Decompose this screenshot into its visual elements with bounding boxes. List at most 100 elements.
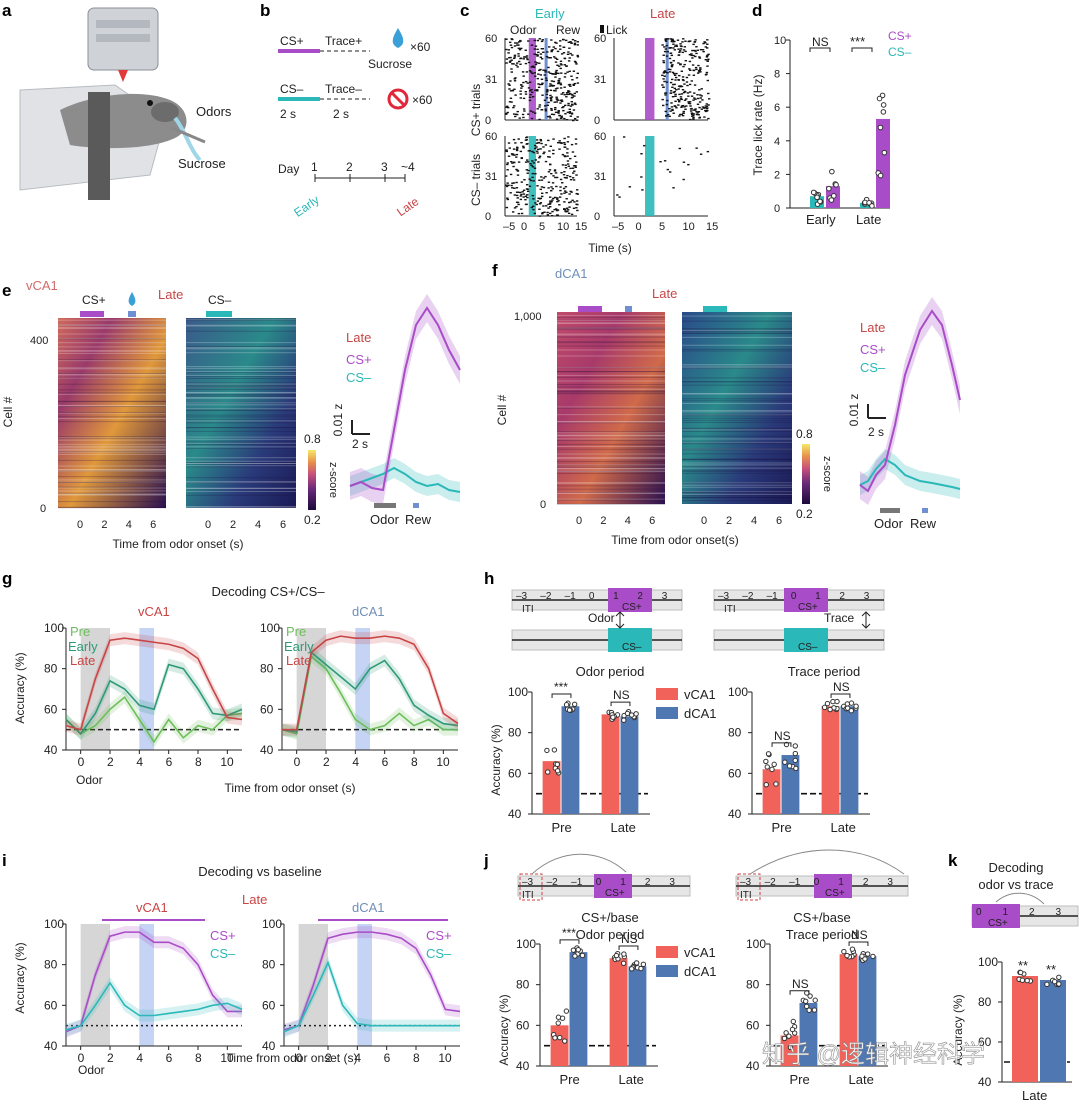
lick-mark [560,72,563,74]
h-tl3-cs-label: CS+ [798,602,818,613]
heatmap-stripe [557,393,665,395]
lick-mark [566,210,569,213]
ytick-label-40: 40 [728,807,742,821]
lick-mark [565,91,569,94]
raster-rew-1 [665,38,669,120]
bar-Late-dCA1 [840,706,859,814]
lick-mark [575,189,579,191]
lick-mark [563,76,567,78]
lick-mark [691,64,695,66]
lick-mark [553,196,557,199]
heatmap-stripe [58,493,166,495]
g-region2: dCA1 [352,604,385,619]
xtick-xt-f2-0: 0 [701,515,707,527]
xtick-xt-f2-1: 2 [726,515,732,527]
heatmap-stripe [557,390,665,392]
lick-mark [513,78,516,80]
lick-mark [548,85,552,87]
i-csplus-1: CS+ [210,928,236,943]
bar-Pre-vCA1 [762,769,781,814]
lick-mark [687,95,690,97]
heatmap-stripe [682,421,792,423]
bar-dot [807,993,813,999]
j-tl1-cs [594,874,632,898]
lick-mark [533,144,537,147]
lick-mark [690,53,693,55]
lick-mark [519,84,523,86]
heatmap-stripe [682,366,792,368]
lick-mark [549,99,553,102]
bar-dot [821,704,828,711]
lick-mark [526,161,530,163]
lick-mark [532,198,535,200]
heatmap-stripe [186,386,296,388]
lick-mark [576,116,579,118]
bar-Late-dCA1 [628,966,647,1066]
lick-mark [677,54,681,56]
h-tl3-t-1: –2 [742,591,754,602]
xtick-label-10: 10 [438,1051,452,1065]
lick-mark [673,45,677,47]
h-tl3-t-0: –3 [718,591,730,602]
lick-mark [682,161,686,163]
heatmap-stripe [186,466,296,468]
h-tl1-cs [608,588,652,612]
odor-shade [80,924,110,1046]
raster-xtick-2-2: 5 [539,221,545,233]
heatmap-stripe [186,319,296,321]
lick-mark [561,38,565,41]
j-tl2-t-4: 1 [838,877,844,888]
ytick-label-60: 60 [746,1018,760,1032]
h-tl3-t-4: 1 [815,591,821,602]
lick-mark [675,44,678,46]
lick-mark [698,89,701,91]
lick-mark [561,153,565,156]
heatmap-stripe [186,389,296,391]
lick-mark [563,117,566,120]
d-legend-plus: CS+ [888,29,912,43]
lick-mark [506,111,509,114]
xtick-label-0: 0 [294,755,301,769]
lick-mark [505,62,508,64]
bar-dot [771,761,777,768]
lick-mark [669,61,673,64]
panel-k-letter: k [948,851,958,870]
heatmap-stripe [186,490,296,492]
c-odor: Odor [510,23,537,37]
lick-mark [536,200,540,202]
bar-dot [803,1003,810,1010]
lick-mark [537,73,540,75]
heatmap-stripe [682,458,792,460]
d-ytick-label-2: 4 [774,136,780,148]
lick-mark [664,92,667,94]
lick-mark [568,47,571,49]
heatmap-stripe [58,445,166,447]
lick-mark [566,53,570,56]
lick-mark [682,112,685,114]
lick-mark [529,110,533,112]
lick-mark [515,181,518,184]
lick-mark [508,61,512,63]
lick-mark [513,161,516,164]
late-day-label: Late [394,194,421,219]
lick-mark [569,52,572,55]
lick-mark [554,47,557,50]
lick-mark [538,104,542,106]
lick-mark [666,38,670,40]
lick-mark [527,87,531,89]
k-sig-0: ** [1018,958,1028,973]
lick-mark [575,91,579,93]
h-iti-2: ITI [724,604,736,615]
lick-mark [671,108,674,111]
lick-mark [706,150,710,153]
lick-mark [679,63,682,66]
heatmap-f-stripes [557,315,792,505]
lick-mark [530,206,534,209]
lick-mark [548,203,552,205]
heatmap-stripe [58,401,166,403]
lick-mark [576,41,580,43]
c-late: Late [650,6,675,21]
lick-mark [541,213,544,215]
lick-mark [566,163,570,165]
lick-mark [515,191,519,193]
